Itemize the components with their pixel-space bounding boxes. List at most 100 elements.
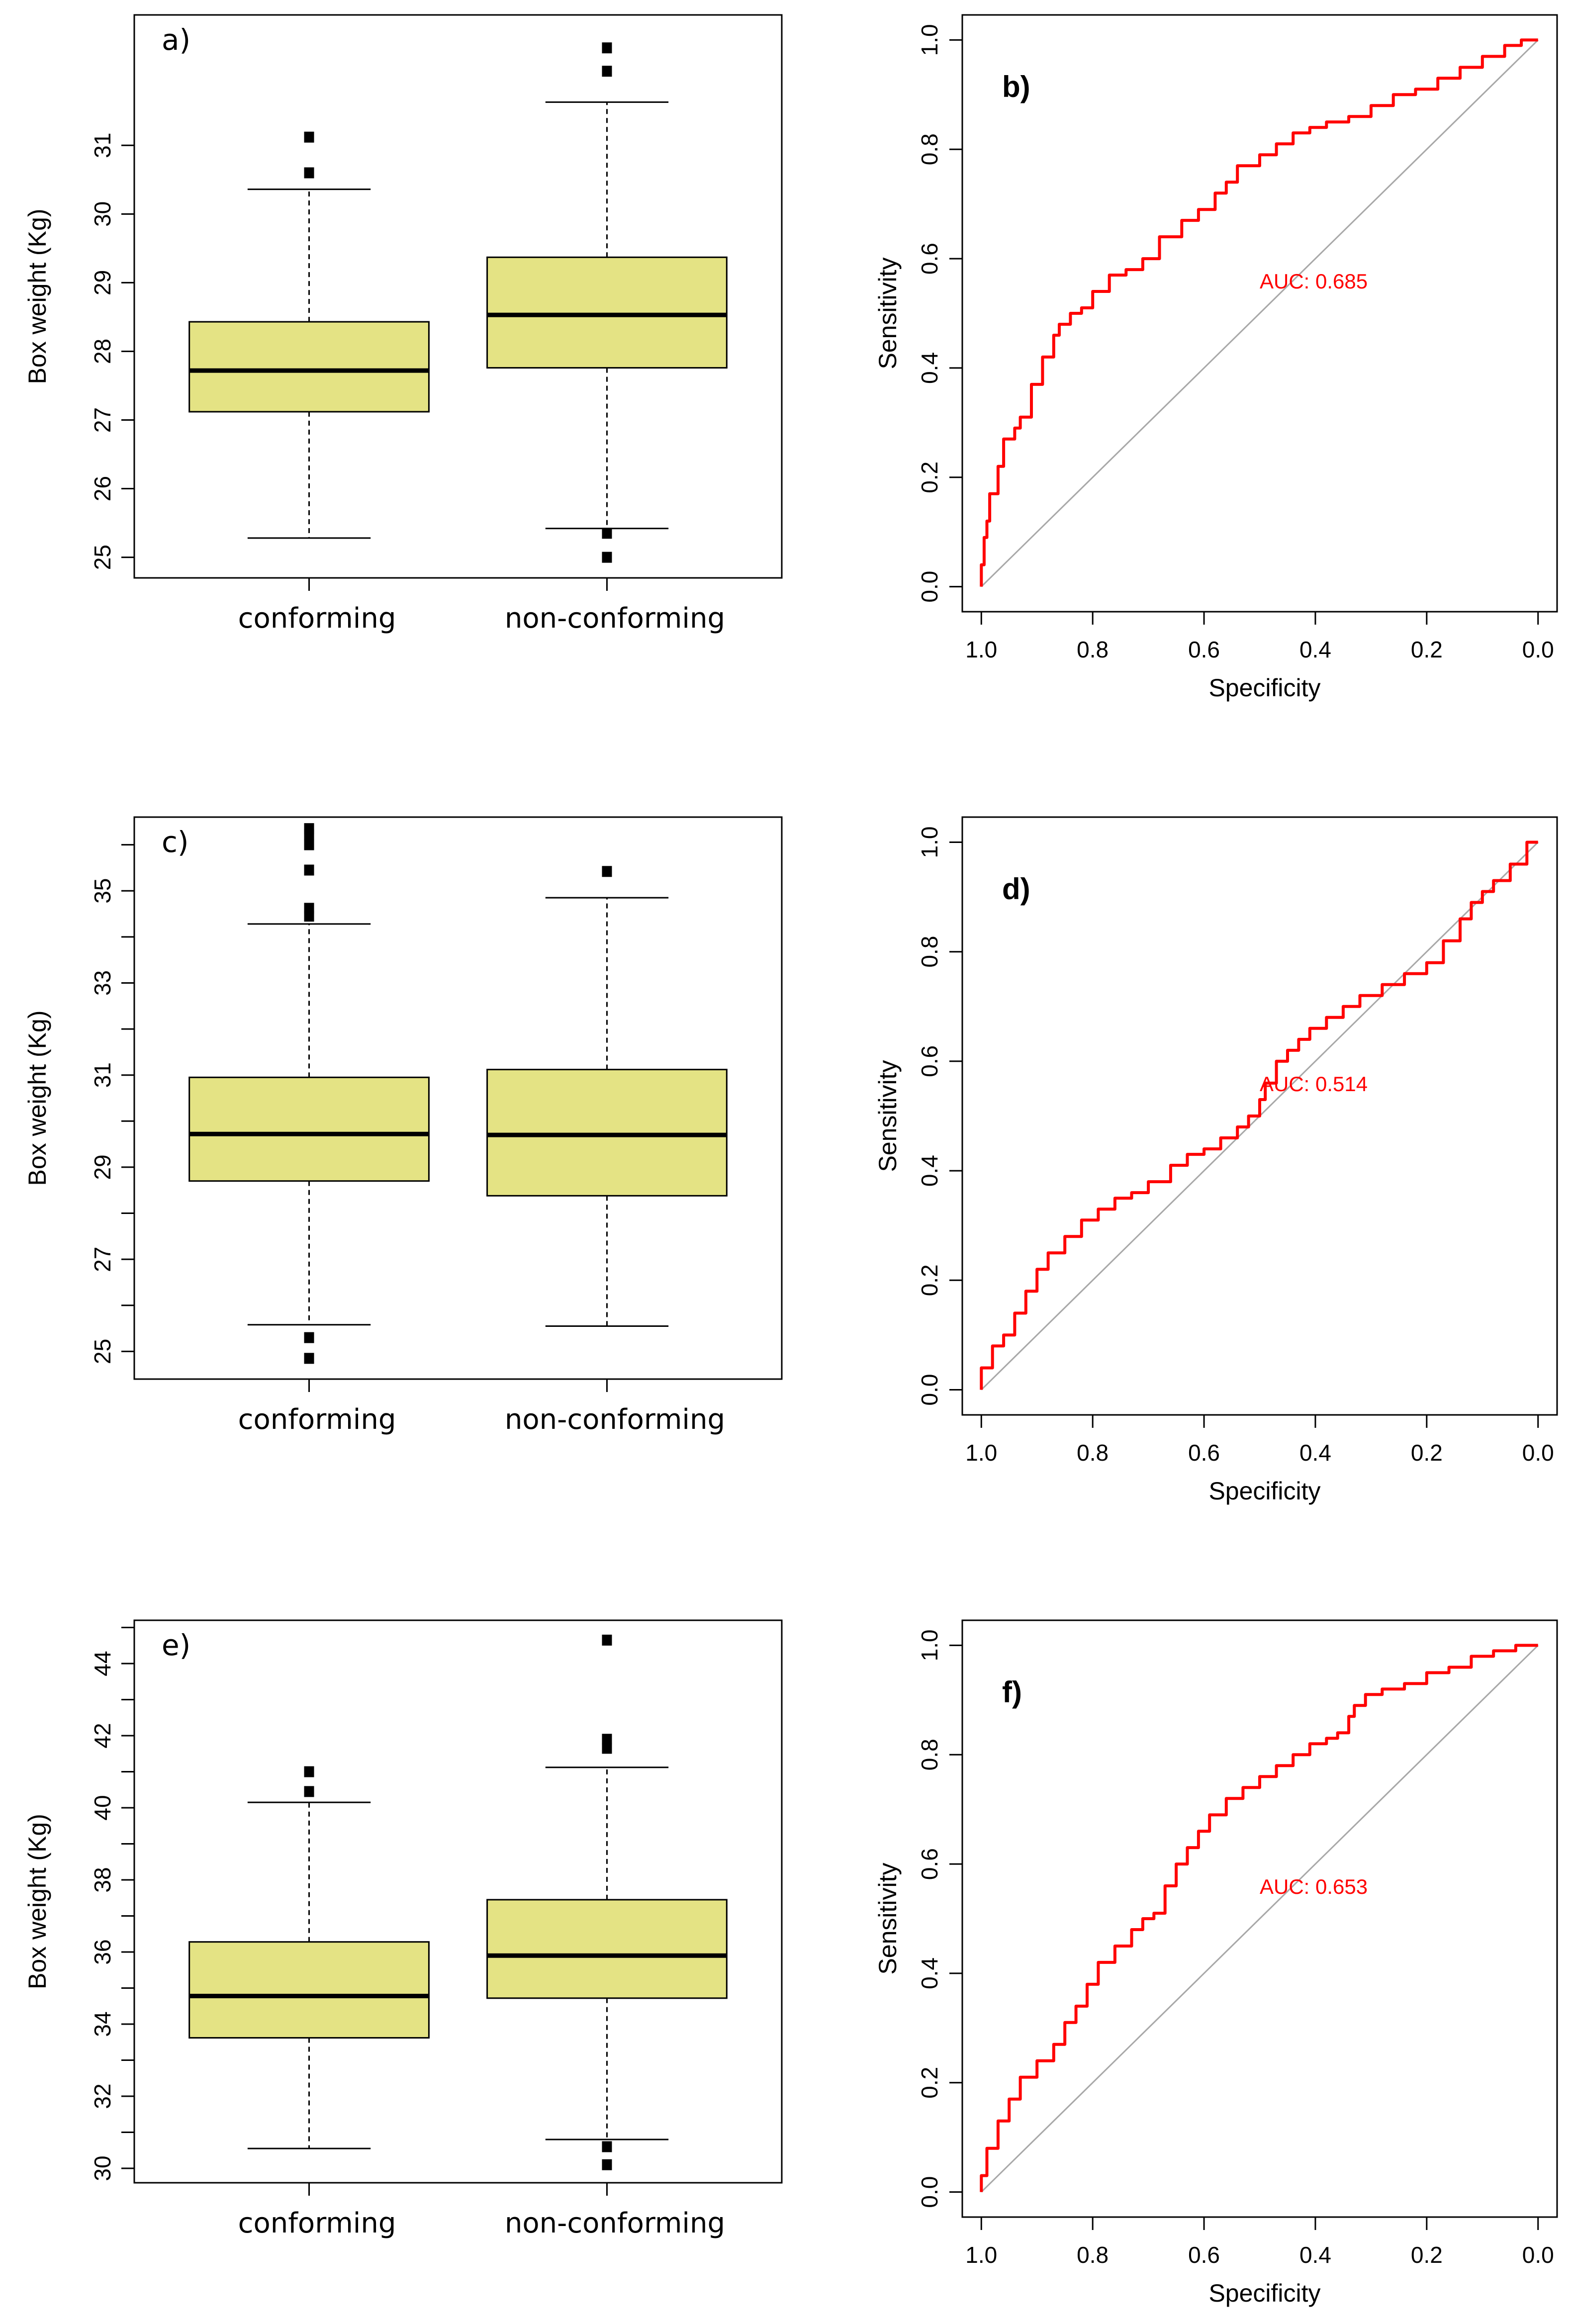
iqr-box xyxy=(188,321,430,413)
outlier-point xyxy=(304,131,314,143)
y-tick-label: 0.8 xyxy=(917,1739,942,1770)
y-tick-label: 27 xyxy=(90,1247,115,1272)
y-axis-title: Sensitivity xyxy=(874,1060,902,1172)
iqr-box xyxy=(486,1899,728,1999)
y-tick-label: 25 xyxy=(90,1339,115,1364)
panel-label: e) xyxy=(162,1628,190,1662)
box-non-conforming xyxy=(486,1634,728,2170)
y-tick-label: 0.0 xyxy=(917,571,942,603)
category-label: conforming xyxy=(238,1403,396,1436)
y-tick-label: 0.0 xyxy=(917,2176,942,2208)
y-tick-label: 26 xyxy=(90,476,115,501)
x-tick-label: 0.2 xyxy=(1411,1440,1443,1466)
y-tick-label: 28 xyxy=(90,339,115,364)
y-tick-label: 31 xyxy=(90,133,115,158)
iqr-box xyxy=(486,1069,728,1197)
box-non-conforming xyxy=(486,866,728,1327)
outlier-point xyxy=(304,167,314,179)
category-label: non-conforming xyxy=(505,2207,725,2239)
y-tick-label: 30 xyxy=(90,201,115,227)
y-tick-label: 30 xyxy=(90,2155,115,2181)
y-axis-title: Box weight (Kg) xyxy=(23,209,51,384)
x-tick-label: 0.6 xyxy=(1188,637,1220,662)
x-tick-label: 0.0 xyxy=(1522,2242,1554,2268)
roc-curve xyxy=(980,840,1538,1390)
y-tick-label: 33 xyxy=(90,970,115,996)
outlier-point xyxy=(602,1743,612,1754)
outlier-point xyxy=(304,864,314,876)
x-tick-label: 0.6 xyxy=(1188,1440,1220,1466)
x-tick-label: 0.2 xyxy=(1411,2242,1443,2268)
y-axis-title: Sensitivity xyxy=(874,1862,902,1974)
x-tick-label: 0.2 xyxy=(1411,637,1443,662)
x-axis-title: Specificity xyxy=(1208,1477,1320,1505)
y-tick-label: 32 xyxy=(90,2083,115,2109)
y-tick-label: 29 xyxy=(90,1154,115,1180)
y-tick-label: 0.2 xyxy=(917,2067,942,2099)
roc-curve xyxy=(980,38,1538,587)
outlier-point xyxy=(304,1353,314,1364)
plot-frame xyxy=(961,1619,1558,2218)
plot-frame xyxy=(133,14,783,579)
x-tick-label: 0.6 xyxy=(1188,2242,1220,2268)
y-tick-label: 0.2 xyxy=(917,1264,942,1296)
y-tick-label: 0.8 xyxy=(917,936,942,968)
y-tick-label: 0.4 xyxy=(917,352,942,384)
y-tick-label: 35 xyxy=(90,878,115,904)
auc-label: AUC: 0.514 xyxy=(1260,1072,1368,1096)
y-tick-label: 0.8 xyxy=(917,133,942,165)
y-tick-label: 29 xyxy=(90,270,115,295)
box-conforming xyxy=(188,131,430,539)
panel-label: d) xyxy=(1002,872,1030,906)
roc-panel-f: 0.0 0.2 0.4 0.6 0.8 1.0 1.0 0.8 0.6 0.4 0.2 0.0 Spec… xyxy=(874,1619,1558,2307)
y-tick-label: 1.0 xyxy=(917,827,942,858)
x-axis-title: Specificity xyxy=(1208,2279,1320,2307)
y-tick-label: 0.6 xyxy=(917,243,942,275)
iqr-box xyxy=(188,1941,430,2039)
y-tick-label: 0.2 xyxy=(917,462,942,493)
y-tick-label: 0.0 xyxy=(917,1374,942,1406)
plot-frame xyxy=(961,14,1558,613)
panel-label: c) xyxy=(162,825,189,859)
x-tick-label: 0.8 xyxy=(1077,2242,1109,2268)
panel-label: a) xyxy=(162,23,190,57)
outlier-point xyxy=(304,1332,314,1343)
box-conforming xyxy=(188,823,430,1364)
outlier-point xyxy=(602,552,612,563)
boxplot-panel-e: 30 32 34 36 38 40 42 44 Box weight (Kg) e) conform… xyxy=(23,1619,783,2239)
category-label: conforming xyxy=(238,2207,396,2239)
box-non-conforming xyxy=(486,42,728,563)
category-label: conforming xyxy=(238,602,396,635)
y-tick-label: 31 xyxy=(90,1062,115,1088)
iqr-box xyxy=(188,1076,430,1182)
y-tick-label: 0.4 xyxy=(917,1957,942,1989)
plot-frame xyxy=(133,1619,783,2184)
outlier-point xyxy=(304,839,314,850)
category-label: non-conforming xyxy=(505,1403,725,1436)
x-tick-label: 0.8 xyxy=(1077,637,1109,662)
y-tick-label: 0.6 xyxy=(917,1848,942,1880)
outlier-point xyxy=(602,1634,612,1646)
y-axis-title: Box weight (Kg) xyxy=(23,1011,51,1186)
outlier-point xyxy=(304,1766,314,1777)
panel-label: b) xyxy=(1002,70,1030,103)
y-tick-label: 27 xyxy=(90,407,115,433)
y-tick-label: 40 xyxy=(90,1795,115,1820)
outlier-point xyxy=(304,823,314,835)
y-tick-label: 44 xyxy=(90,1651,115,1676)
auc-label: AUC: 0.685 xyxy=(1260,270,1368,293)
outlier-point xyxy=(602,866,612,877)
roc-panel-d: 0.0 0.2 0.4 0.6 0.8 1.0 1.0 0.8 0.6 0.4 0.2 0.0 Spec… xyxy=(874,816,1558,1505)
y-tick-label: 1.0 xyxy=(917,24,942,56)
category-label: non-conforming xyxy=(505,602,725,635)
x-axis-title: Specificity xyxy=(1208,674,1320,702)
x-tick-label: 0.4 xyxy=(1299,1440,1331,1466)
roc-panel-b: 0.0 0.2 0.4 0.6 0.8 1.0 1.0 0.8 0.6 0.4 0.2 0.0 Spec… xyxy=(874,14,1558,702)
x-tick-label: 1.0 xyxy=(965,1440,997,1466)
box-conforming xyxy=(188,1766,430,2149)
y-tick-label: 34 xyxy=(90,2011,115,2037)
outlier-point xyxy=(304,903,314,914)
plot-frame xyxy=(961,816,1558,1416)
outlier-point xyxy=(602,66,612,77)
outlier-point xyxy=(602,1734,612,1745)
